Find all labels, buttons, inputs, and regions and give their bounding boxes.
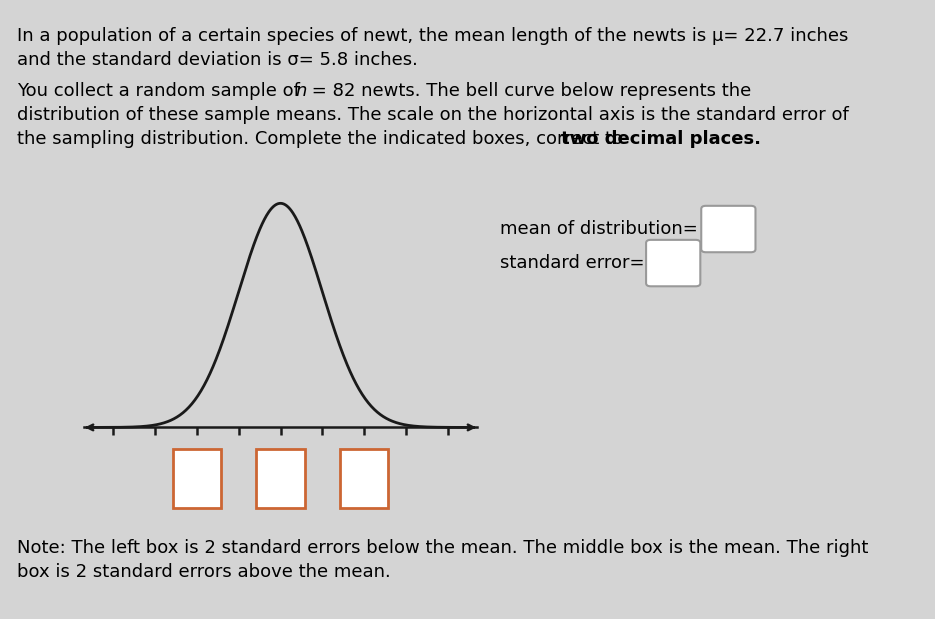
Text: the sampling distribution. Complete the indicated boxes, correct to: the sampling distribution. Complete the … [17, 130, 628, 148]
Text: You collect a random sample of: You collect a random sample of [17, 82, 306, 100]
Text: Note: The left box is 2 standard errors below the mean. The middle box is the me: Note: The left box is 2 standard errors … [17, 539, 869, 556]
Text: distribution of these sample means. The scale on the horizontal axis is the stan: distribution of these sample means. The … [17, 106, 849, 124]
Text: and the standard deviation is σ= 5.8 inches.: and the standard deviation is σ= 5.8 inc… [17, 51, 418, 69]
Text: standard error=: standard error= [500, 254, 645, 272]
Text: box is 2 standard errors above the mean.: box is 2 standard errors above the mean. [17, 563, 391, 581]
Text: n: n [295, 82, 307, 100]
Text: mean of distribution=: mean of distribution= [500, 220, 698, 238]
Text: two decimal places.: two decimal places. [561, 130, 761, 148]
Text: = 82 newts. The bell curve below represents the: = 82 newts. The bell curve below represe… [306, 82, 751, 100]
Text: In a population of a certain species of newt, the mean length of the newts is μ=: In a population of a certain species of … [17, 27, 848, 45]
